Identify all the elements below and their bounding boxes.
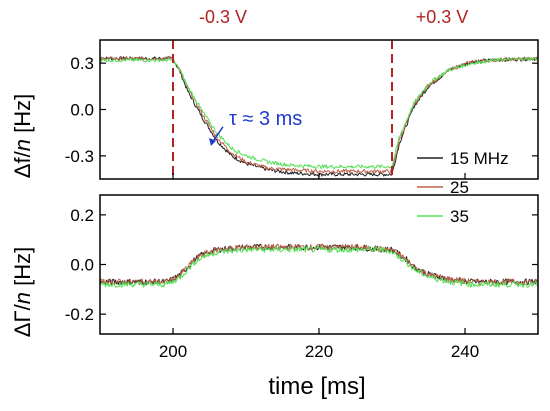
voltage-step-label-2: +0.3 V: [416, 7, 469, 27]
y-tick-label: 0.0: [70, 256, 94, 275]
legend-label-3: 35: [450, 207, 469, 226]
bottom-y-axis-label: ΔΓ/n [Hz]: [10, 247, 35, 337]
tau-annotation: τ ≈ 3 ms: [229, 108, 302, 130]
x-tick-label: 240: [451, 342, 479, 361]
y-tick-label: -0.3: [65, 147, 94, 166]
top-panel: -0.3 V +0.3 V τ ≈ 3 ms 0.3 0.0 -0.3 15 MHz 25 35: [65, 7, 539, 226]
y-tick-label: 0.3: [70, 54, 94, 73]
voltage-step-label-1: -0.3 V: [199, 7, 247, 27]
top-y-axis-label: Δf/n [Hz]: [10, 94, 35, 178]
x-axis-label: time [ms]: [268, 373, 365, 400]
plot-frame: [99, 194, 539, 335]
bottom-panel: 0.2 0.0 -0.2 200 220 240: [65, 194, 539, 361]
y-tick-label: -0.2: [65, 305, 94, 324]
annotation-arrowhead: [208, 137, 216, 146]
y-tick-label: 0.0: [70, 101, 94, 120]
series-line-2: [99, 243, 539, 286]
series-line-3: [99, 246, 539, 288]
series-line-1: [99, 243, 539, 286]
legend-label-2: 25: [450, 178, 469, 197]
x-tick-label: 220: [305, 342, 333, 361]
x-tick-label: 200: [159, 342, 187, 361]
legend-label-1: 15 MHz: [450, 149, 509, 168]
y-tick-label: 0.2: [70, 206, 94, 225]
